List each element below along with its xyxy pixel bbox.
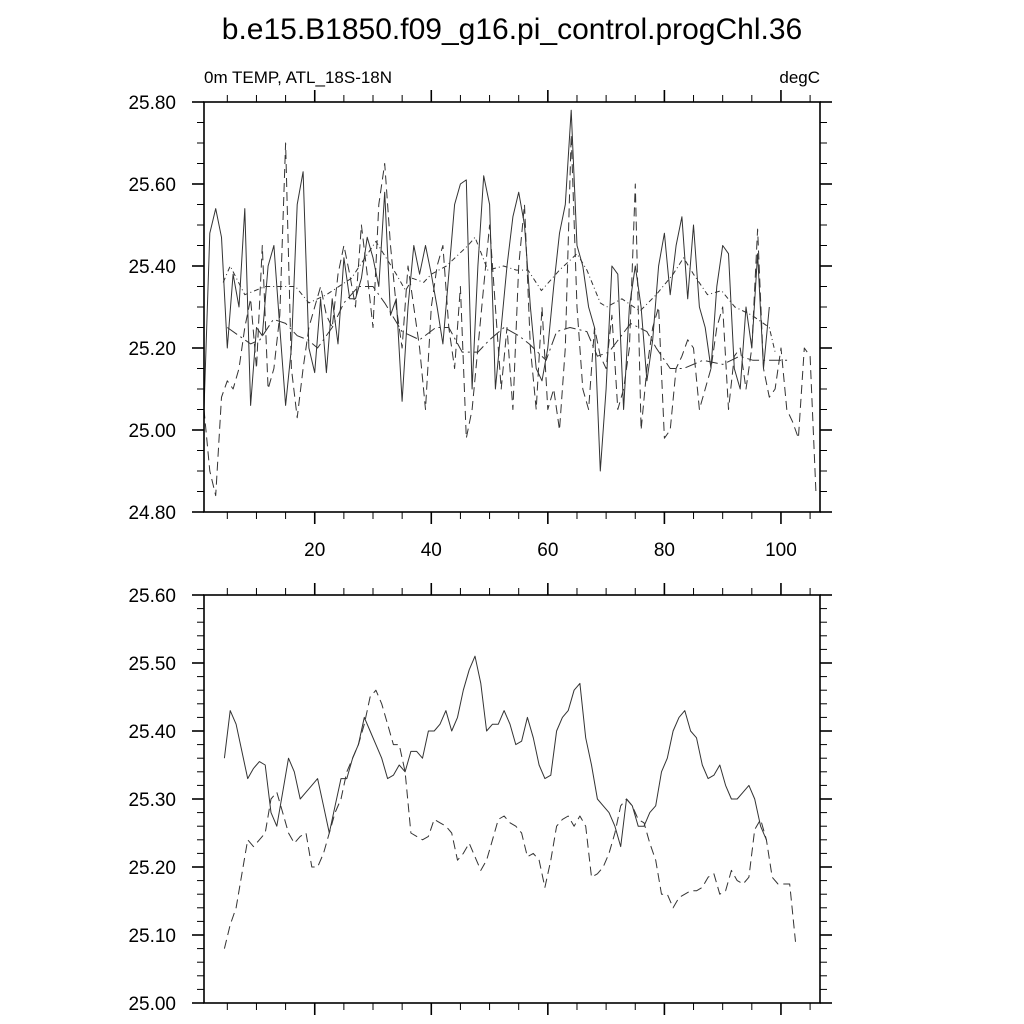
y-tick-label: 25.20: [128, 858, 176, 879]
y-tick-label: 25.40: [128, 722, 176, 743]
y-tick-label: 25.60: [128, 175, 176, 196]
series-line-solid: [203, 109, 770, 472]
plot-frame: [203, 594, 821, 1004]
y-tick-label: 25.00: [128, 994, 176, 1015]
x-tick-label: 80: [654, 540, 675, 561]
series-line-longdash: [227, 286, 790, 369]
y-tick-label: 25.60: [128, 586, 176, 607]
y-tick-label: 25.80: [128, 93, 176, 114]
y-tick-label: 25.30: [128, 790, 176, 811]
y-tick-label: 25.00: [128, 421, 176, 442]
x-tick-label: 20: [304, 540, 325, 561]
series-line-dashed: [203, 134, 817, 497]
top-panel: 24.80 25.00 25.20 25.40 25.60 25.80 20 40 60 80 10…: [128, 90, 832, 561]
series-line-dashdot: [222, 236, 776, 353]
y-tick-label: 25.50: [128, 654, 176, 675]
x-tick-label: 40: [421, 540, 442, 561]
series-line-solid: [223, 655, 767, 848]
y-tick-label: 25.40: [128, 257, 176, 278]
left-subtitle: 0m TEMP, ATL_18S-18N: [204, 68, 392, 87]
y-tick-label: 25.10: [128, 926, 176, 947]
units-label: degC: [779, 68, 820, 87]
bottom-panel: 25.00 25.10 25.20 25.30 25.40 25.50 25.60: [128, 583, 832, 1015]
y-tick-label: 25.20: [128, 339, 176, 360]
chart-title: b.e15.B1850.f09_g16.pi_control.progChl.3…: [222, 13, 802, 46]
x-tick-label: 60: [537, 540, 558, 561]
plot-frame: [203, 101, 821, 513]
y-tick-label: 24.80: [128, 503, 176, 524]
x-tick-label: 100: [765, 540, 797, 561]
series-line-dashed: [223, 689, 796, 949]
